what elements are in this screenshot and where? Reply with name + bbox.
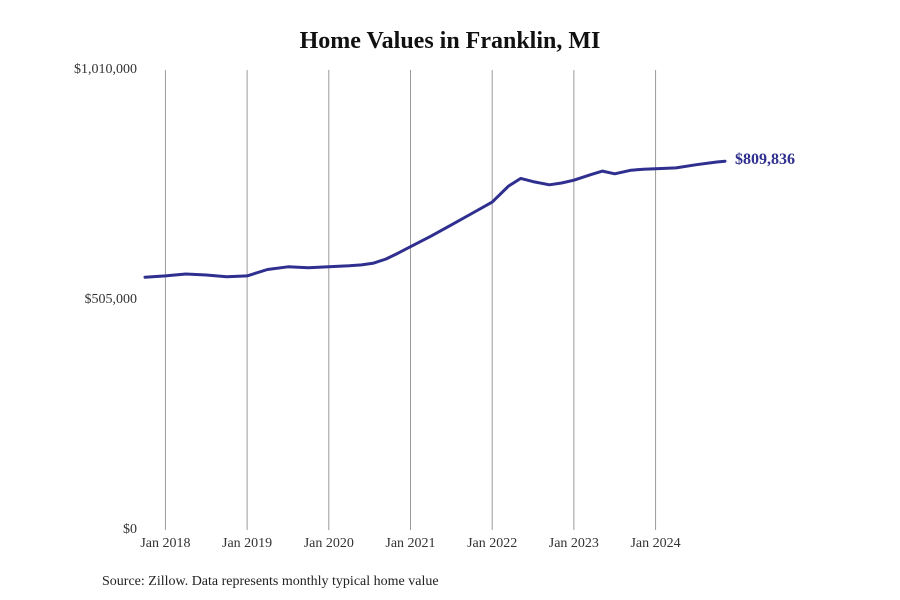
x-tick-label: Jan 2022 xyxy=(447,536,537,552)
source-text: Source: Zillow. Data represents monthly … xyxy=(102,574,439,590)
y-tick-label: $0 xyxy=(0,522,137,538)
series-end-label: $809,836 xyxy=(735,151,795,169)
y-tick-label: $1,010,000 xyxy=(0,62,137,78)
x-tick-label: Jan 2023 xyxy=(529,536,619,552)
chart-container: Home Values in Franklin, MI $0$505,000$1… xyxy=(0,0,900,600)
x-tick-label: Jan 2020 xyxy=(284,536,374,552)
x-tick-label: Jan 2018 xyxy=(120,536,210,552)
y-tick-label: $505,000 xyxy=(0,292,137,308)
x-tick-label: Jan 2021 xyxy=(365,536,455,552)
x-tick-label: Jan 2019 xyxy=(202,536,292,552)
x-tick-label: Jan 2024 xyxy=(611,536,701,552)
